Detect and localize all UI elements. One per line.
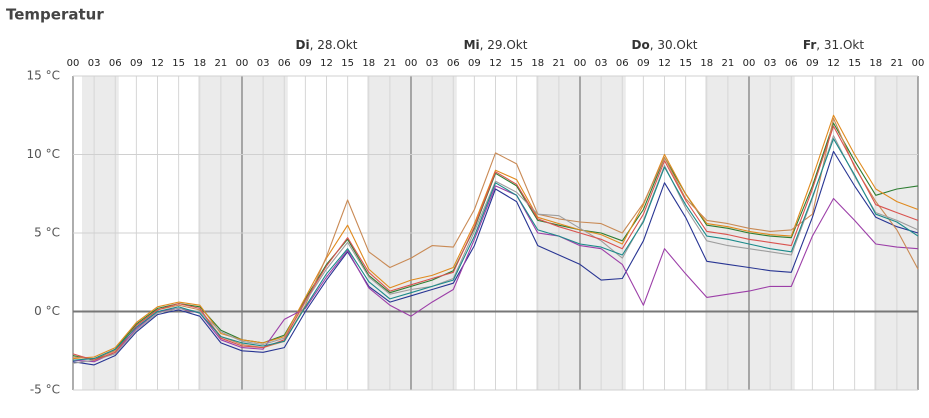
- x-tick-label: 15: [172, 58, 185, 69]
- x-tick-label: 06: [616, 58, 629, 69]
- series-line: [72, 185, 919, 363]
- day-date: , 30.Okt: [650, 38, 698, 52]
- x-tick-label: 03: [764, 58, 777, 69]
- x-tick-label: 21: [722, 58, 735, 69]
- x-tick-label: 00: [405, 58, 418, 69]
- day-label: Fr, 31.Okt: [803, 38, 864, 52]
- x-tick-label: 00: [236, 58, 249, 69]
- x-tick-label: 12: [827, 58, 840, 69]
- x-tick-label: 15: [848, 58, 861, 69]
- x-tick-label: 00: [67, 58, 80, 69]
- x-tick-label: 21: [553, 58, 566, 69]
- day-weekday: Di: [296, 38, 310, 52]
- x-tick-label: 21: [891, 58, 904, 69]
- x-tick-label: 06: [278, 58, 291, 69]
- day-weekday: Mi: [464, 38, 480, 52]
- x-tick-label: 12: [489, 58, 502, 69]
- x-tick-label: 12: [151, 58, 164, 69]
- x-tick-label: 00: [743, 58, 756, 69]
- x-tick-label: 18: [869, 58, 882, 69]
- y-tick-label: 5 °C: [34, 226, 60, 240]
- day-weekday: Fr: [803, 38, 816, 52]
- x-tick-label: 18: [193, 58, 206, 69]
- day-weekday: Do: [631, 38, 649, 52]
- x-tick-label: 12: [320, 58, 333, 69]
- day-label: Do, 30.Okt: [631, 38, 697, 52]
- day-label: Di, 28.Okt: [296, 38, 358, 52]
- series-line: [72, 150, 919, 366]
- x-tick-label: 09: [299, 58, 312, 69]
- day-date: , 28.Okt: [310, 38, 358, 52]
- day-date: , 31.Okt: [816, 38, 864, 52]
- x-tick-label: 21: [384, 58, 397, 69]
- x-tick-label: 03: [595, 58, 608, 69]
- y-tick-label: 15 °C: [27, 69, 60, 83]
- day-label: Mi, 29.Okt: [464, 38, 528, 52]
- x-tick-label: 06: [447, 58, 460, 69]
- x-tick-label: 09: [130, 58, 143, 69]
- x-tick-label: 00: [574, 58, 587, 69]
- x-tick-label: 09: [468, 58, 481, 69]
- x-tick-label: 09: [806, 58, 819, 69]
- y-tick-label: 10 °C: [27, 147, 60, 161]
- series-line: [72, 138, 919, 361]
- chart-title: Temperatur: [6, 6, 104, 24]
- x-tick-label: 18: [362, 58, 375, 69]
- x-tick-label: 03: [257, 58, 270, 69]
- x-tick-label: 06: [785, 58, 798, 69]
- x-tick-label: 09: [637, 58, 650, 69]
- x-tick-label: 06: [109, 58, 122, 69]
- x-tick-label: 18: [700, 58, 713, 69]
- x-tick-label: 21: [215, 58, 228, 69]
- x-tick-label: 03: [426, 58, 439, 69]
- y-tick-label: 0 °C: [34, 304, 60, 318]
- y-tick-label: -5 °C: [30, 383, 60, 397]
- x-tick-label: 15: [341, 58, 354, 69]
- series-line: [72, 114, 919, 360]
- x-tick-label: 03: [88, 58, 101, 69]
- x-tick-label: 15: [510, 58, 523, 69]
- x-tick-label: 12: [658, 58, 671, 69]
- day-date: , 29.Okt: [480, 38, 528, 52]
- x-tick-label: 18: [531, 58, 544, 69]
- x-tick-label: 15: [679, 58, 692, 69]
- x-tick-label: 00: [912, 58, 925, 69]
- series-line: [72, 135, 919, 364]
